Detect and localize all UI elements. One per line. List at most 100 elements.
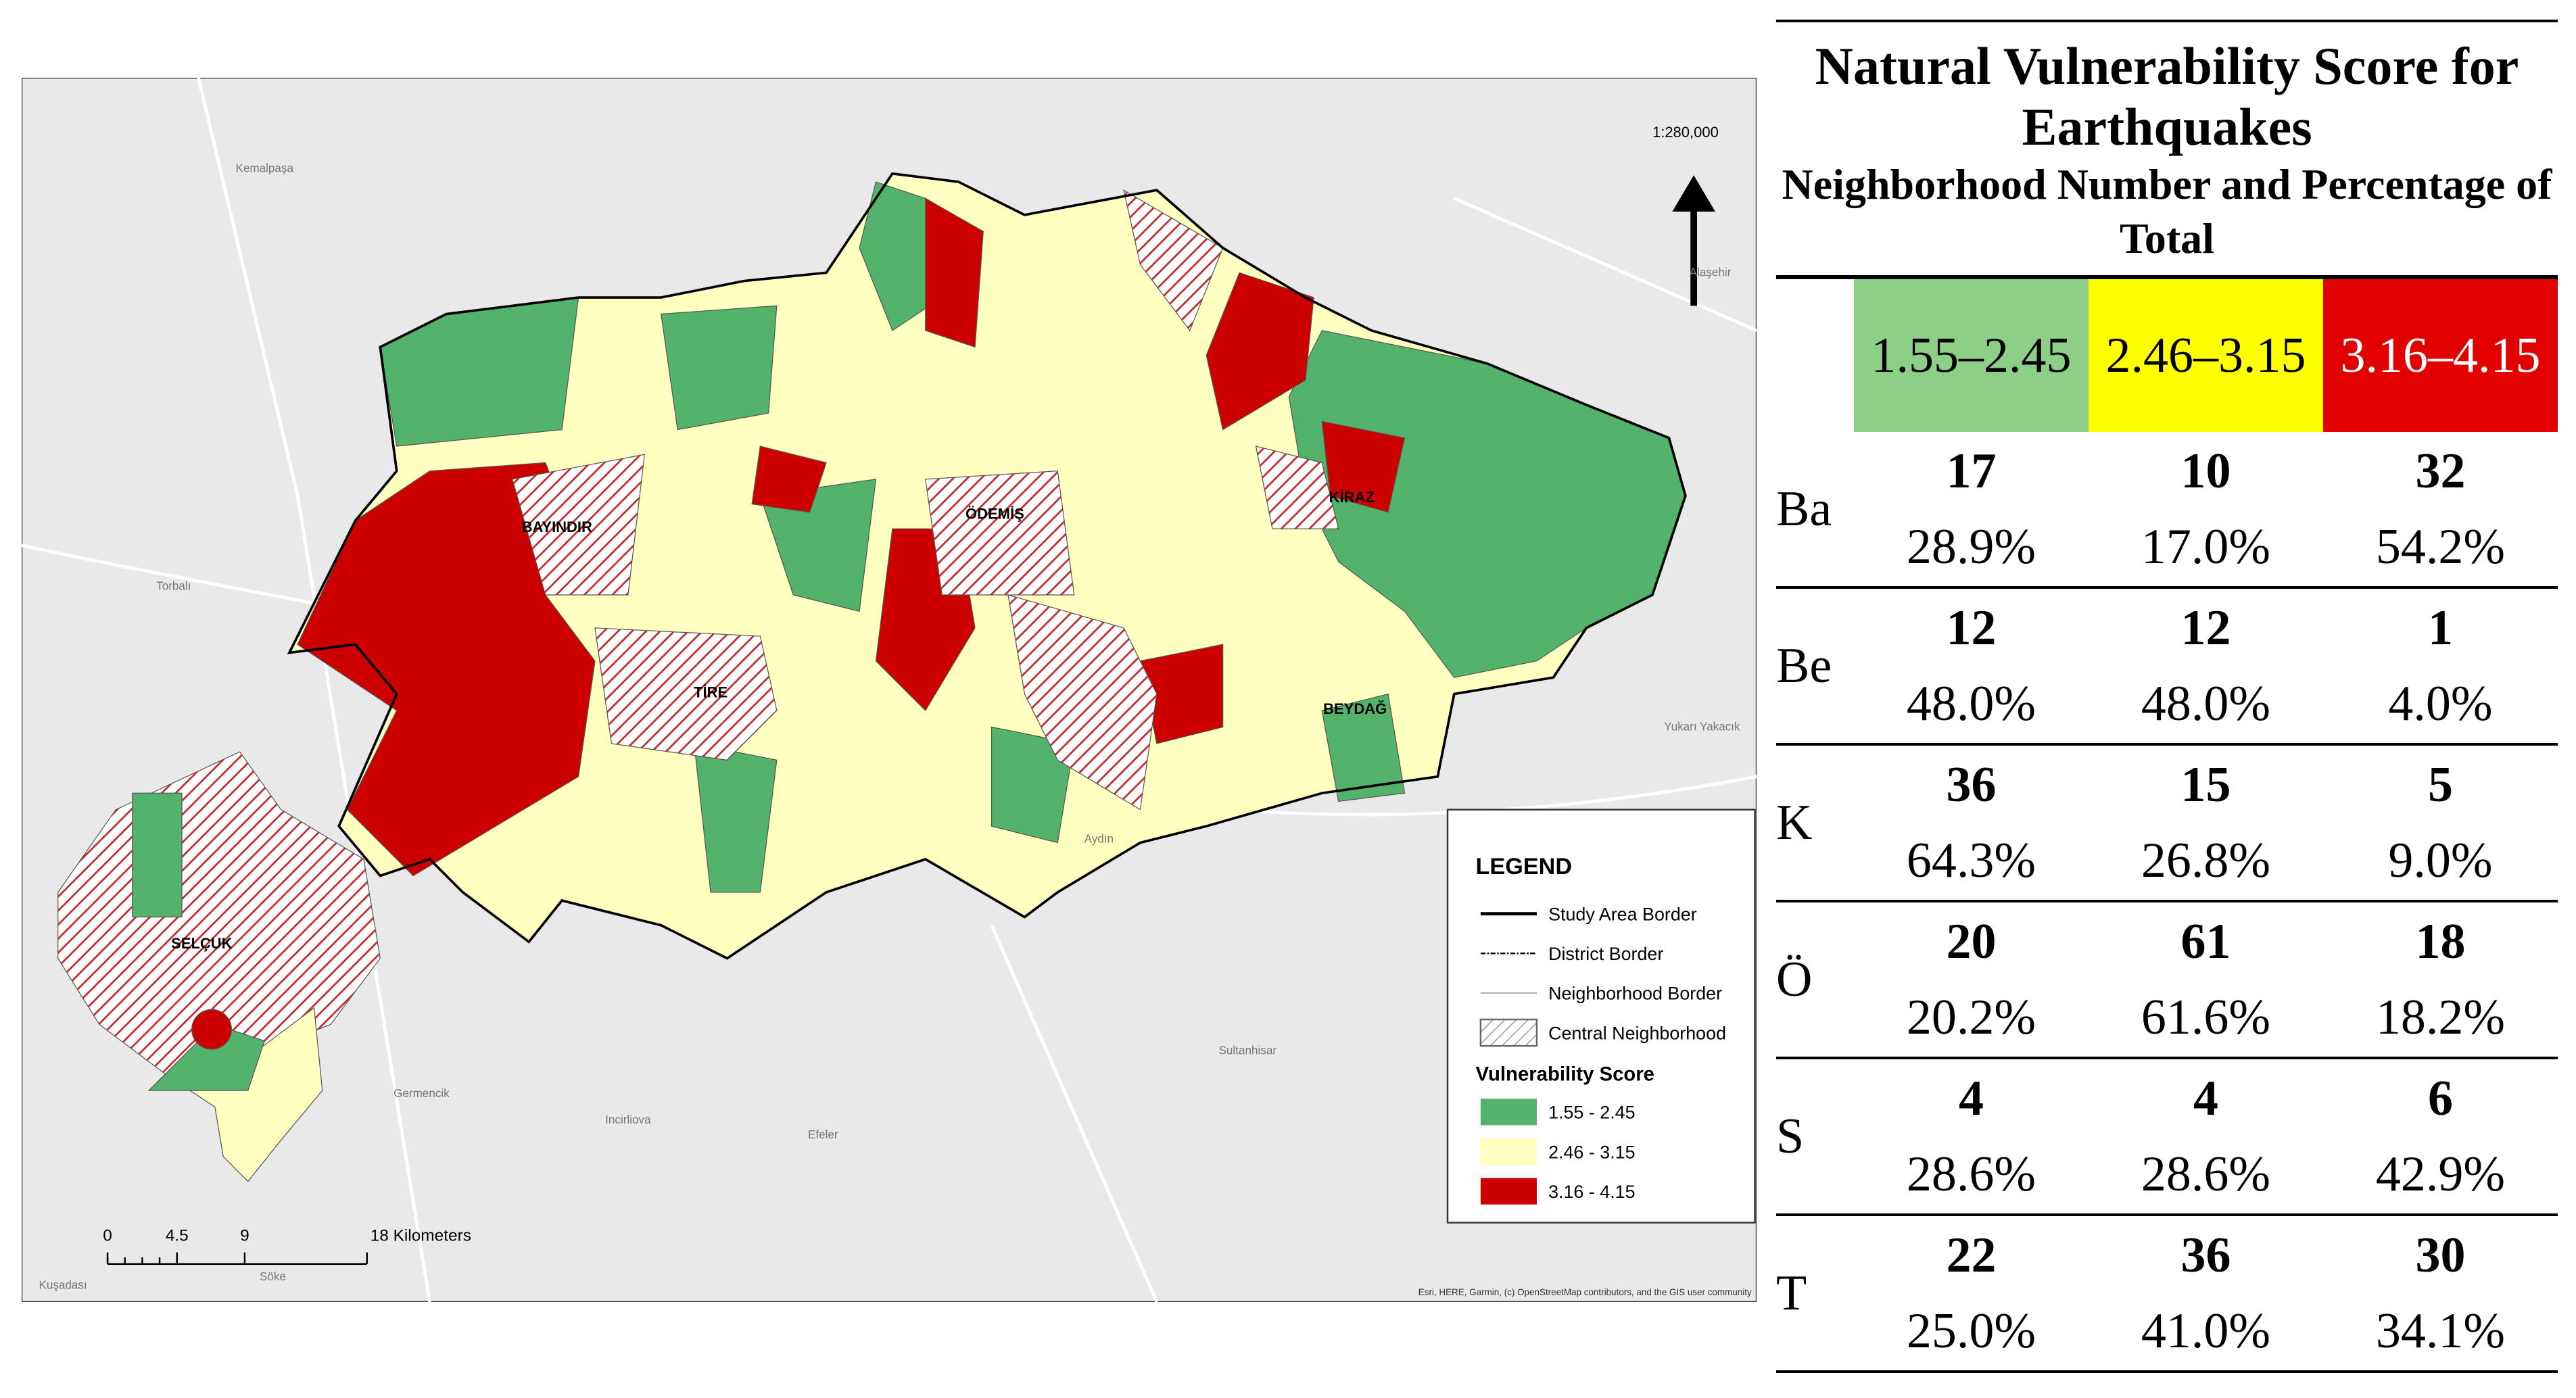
row-label: T: [1776, 1215, 1854, 1373]
count: 10: [2180, 443, 2231, 499]
legend-item: Neighborhood Border: [1548, 984, 1722, 1004]
column-header: 2.46–3.15: [2089, 279, 2323, 432]
count: 18: [2415, 914, 2466, 969]
table-cell: 30 34.1%: [2323, 1215, 2558, 1373]
row-label: Ba: [1776, 432, 1854, 589]
count: 4: [1959, 1071, 1984, 1126]
row-label: K: [1776, 744, 1854, 902]
count: 36: [1946, 757, 1997, 813]
place-label: Kuşadası: [39, 1278, 87, 1291]
legend-subtitle: Vulnerability Score: [1476, 1063, 1654, 1085]
percent: 42.9%: [2375, 1147, 2506, 1202]
table-cell: 4 28.6%: [2089, 1058, 2323, 1216]
district-label: ÖDEMİŞ: [965, 506, 1024, 523]
count: 32: [2415, 443, 2466, 499]
count: 15: [2180, 757, 2231, 813]
table-title: Natural Vulnerability Score for Earthqua…: [1815, 37, 2519, 156]
place-label: Alaşehir: [1690, 266, 1732, 279]
legend-title: LEGEND: [1476, 854, 1573, 879]
district-label: TİRE: [694, 683, 728, 700]
table-header: Natural Vulnerability Score for Earthqua…: [1776, 20, 2558, 279]
place-label: Efeler: [808, 1128, 838, 1141]
legend-item: Central Neighborhood: [1548, 1023, 1726, 1043]
table-cell: 22 25.0%: [1854, 1215, 2089, 1373]
place-label: Kemalpaşa: [235, 162, 293, 174]
legend-class: 3.16 - 4.15: [1548, 1182, 1636, 1202]
count: 4: [2193, 1071, 2218, 1126]
place-label: Söke: [260, 1270, 286, 1283]
percent: 61.6%: [2141, 990, 2271, 1045]
column-header-row: 1.55–2.45 2.46–3.15 3.16–4.15: [1776, 279, 2558, 432]
table-row: K 36 64.3% 15 26.8% 5 9.0%: [1776, 744, 2558, 902]
percent: 41.0%: [2141, 1303, 2271, 1359]
percent: 25.0%: [1906, 1303, 2036, 1359]
count: 12: [2180, 600, 2231, 656]
column-header: 1.55–2.45: [1854, 279, 2089, 432]
table-cell: 4 28.6%: [1854, 1058, 2089, 1216]
table-row: S 4 28.6% 4 28.6% 6 42.9%: [1776, 1058, 2558, 1216]
percent: 48.0%: [2141, 676, 2271, 731]
percent: 54.2%: [2375, 519, 2506, 575]
table-cell: 5 9.0%: [2323, 744, 2558, 902]
table-cell: 36 64.3%: [1854, 744, 2089, 902]
percent: 18.2%: [2375, 990, 2506, 1045]
legend-item: District Border: [1548, 944, 1663, 964]
place-label: Aydın: [1084, 833, 1114, 846]
percent: 26.8%: [2141, 833, 2271, 888]
map: 1:280,000 BAYINDIR ÖDEMİŞ KİRAZ TİRE BEYDAĞ S…: [22, 78, 1757, 1302]
attribution: Esri, HERE, Garmin, (c) OpenStreetMap co…: [1418, 1287, 1752, 1297]
percent: 4.0%: [2388, 676, 2493, 731]
percent: 9.0%: [2388, 833, 2493, 888]
table-cell: 20 20.2%: [1854, 901, 2089, 1059]
district-label: KİRAZ: [1329, 489, 1375, 506]
table: 1.55–2.45 2.46–3.15 3.16–4.15 Ba 17 28.9% 10 17…: [1776, 279, 2558, 1373]
count: 36: [2180, 1228, 2231, 1283]
count: 61: [2180, 914, 2231, 969]
table-subtitle: Neighborhood Number and Percentage of To…: [1782, 160, 2552, 262]
table-cell: 17 28.9%: [1854, 432, 2089, 589]
percent: 34.1%: [2375, 1303, 2506, 1359]
map-scale: 1:280,000: [1652, 124, 1719, 141]
percent: 64.3%: [1906, 833, 2036, 888]
count: 17: [1946, 443, 1997, 499]
scale-bar: [106, 1252, 368, 1265]
table-cell: 18 18.2%: [2323, 901, 2558, 1059]
place-label: Incirliova: [605, 1113, 651, 1126]
scale-label: 9: [240, 1227, 249, 1245]
legend-item: Study Area Border: [1548, 904, 1697, 924]
table-cell: 32 54.2%: [2323, 432, 2558, 589]
row-label: Be: [1776, 587, 1854, 746]
table-cell: 12 48.0%: [2089, 587, 2323, 746]
percent: 28.6%: [1906, 1147, 2036, 1202]
column-header: 3.16–4.15: [2323, 279, 2558, 432]
north-arrow: [1672, 175, 1715, 306]
legend-class: 2.46 - 3.15: [1548, 1142, 1636, 1162]
percent: 48.0%: [1906, 676, 2036, 731]
count: 20: [1946, 914, 1997, 969]
table-cell: 15 26.8%: [2089, 744, 2323, 902]
percent: 17.0%: [2141, 519, 2271, 575]
legend: [1446, 809, 1756, 1224]
table-cell: 6 42.9%: [2323, 1058, 2558, 1216]
percent: 28.9%: [1906, 519, 2036, 575]
place-label: Yukarı Yakacık: [1664, 720, 1740, 733]
count: 5: [2428, 757, 2453, 813]
table-row: Ö 20 20.2% 61 61.6% 18 18.2%: [1776, 901, 2558, 1059]
table-cell: 1 4.0%: [2323, 587, 2558, 746]
legend-class: 1.55 - 2.45: [1548, 1103, 1636, 1123]
count: 22: [1946, 1228, 1997, 1283]
table-row: Be 12 48.0% 12 48.0% 1 4.0%: [1776, 587, 2558, 746]
study-area-border: [287, 172, 1687, 960]
district-label: BAYINDIR: [522, 519, 592, 535]
place-label: Sultanhisar: [1219, 1044, 1277, 1057]
row-label: S: [1776, 1058, 1854, 1216]
percent: 28.6%: [2141, 1147, 2271, 1202]
table-cell: 10 17.0%: [2089, 432, 2323, 589]
scale-label: 4.5: [166, 1227, 189, 1245]
count: 1: [2428, 600, 2453, 656]
count: 12: [1946, 600, 1997, 656]
percent: 20.2%: [1906, 990, 2036, 1045]
place-label: Torbalı: [156, 580, 191, 593]
district-label: BEYDAĞ: [1323, 700, 1387, 717]
